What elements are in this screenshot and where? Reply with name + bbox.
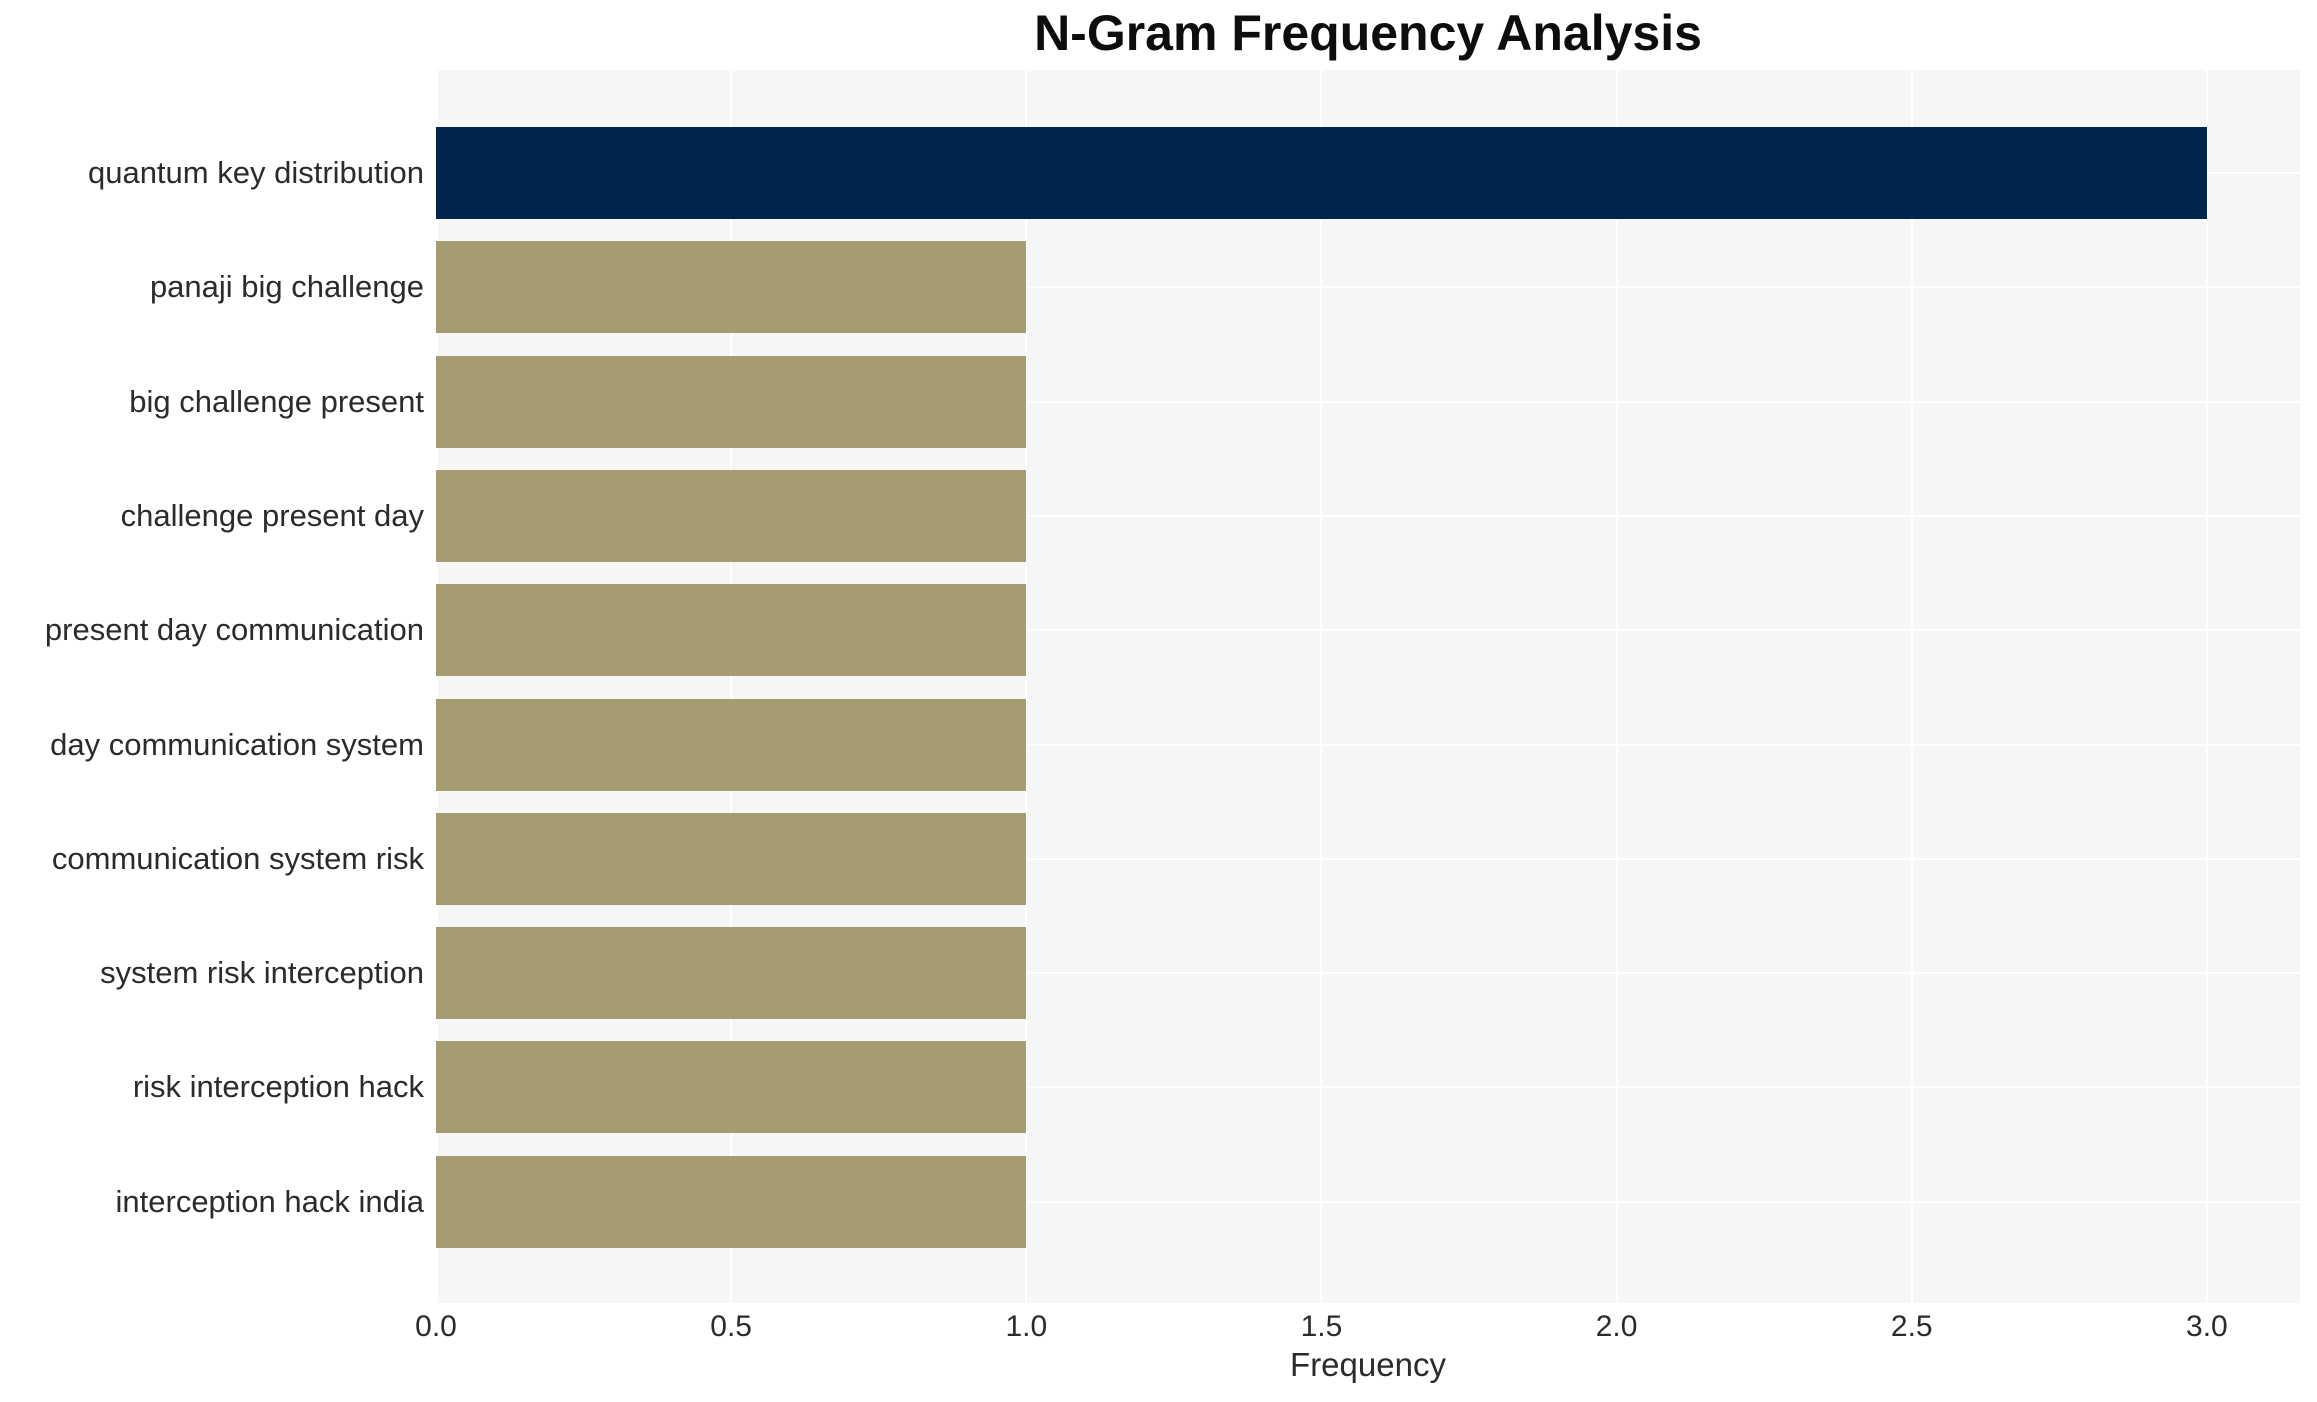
gridline-horizontal bbox=[436, 1200, 2300, 1203]
y-tick-label: communication system risk bbox=[51, 840, 424, 876]
y-tick-label: present day communication bbox=[44, 612, 424, 648]
bar-panaji-big-challenge bbox=[436, 241, 1027, 334]
plot-panel bbox=[436, 70, 2300, 1303]
y-tick-label: big challenge present bbox=[129, 383, 424, 419]
gridline-horizontal bbox=[436, 743, 2300, 746]
y-tick-label: system risk interception bbox=[100, 955, 424, 991]
bar-day-communication-system bbox=[436, 698, 1027, 791]
gridline-horizontal bbox=[436, 629, 2300, 632]
bar-risk-interception-hack bbox=[436, 1041, 1027, 1134]
gridline-horizontal bbox=[436, 972, 2300, 975]
y-tick-label: challenge present day bbox=[120, 497, 424, 533]
chart-title: N-Gram Frequency Analysis bbox=[1034, 5, 1702, 61]
gridline-horizontal bbox=[436, 514, 2300, 517]
gridline-vertical bbox=[1615, 70, 1618, 1303]
x-tick-label: 3.0 bbox=[2186, 1310, 2228, 1343]
x-tick-label: 0.0 bbox=[415, 1310, 457, 1343]
y-tick-label: panaji big challenge bbox=[149, 269, 424, 305]
bar-big-challenge-present bbox=[436, 355, 1027, 448]
bar-challenge-present-day bbox=[436, 469, 1027, 562]
gridline-horizontal bbox=[436, 857, 2300, 860]
bar-quantum-key-distribution bbox=[436, 127, 2207, 219]
gridline-vertical bbox=[1025, 70, 1028, 1303]
y-tick-label: day communication system bbox=[50, 726, 424, 762]
y-tick-label: quantum key distribution bbox=[87, 155, 424, 190]
gridline-horizontal bbox=[436, 1086, 2300, 1089]
gridline-vertical bbox=[730, 70, 733, 1303]
bar-interception-hack-india bbox=[436, 1155, 1027, 1248]
gridline-vertical bbox=[1910, 70, 1913, 1303]
bar-system-risk-interception bbox=[436, 927, 1027, 1020]
x-tick-label: 2.5 bbox=[1890, 1310, 1933, 1343]
y-tick-label: interception hack india bbox=[115, 1183, 424, 1219]
x-tick-label: 0.5 bbox=[710, 1310, 752, 1343]
gridline-horizontal bbox=[436, 400, 2300, 403]
y-tick-label: risk interception hack bbox=[132, 1069, 424, 1105]
x-tick-label: 2.0 bbox=[1595, 1310, 1638, 1343]
bar-communication-system-risk bbox=[436, 812, 1027, 905]
x-tick-label: 1.5 bbox=[1300, 1310, 1343, 1343]
x-tick-label: 1.0 bbox=[1005, 1310, 1048, 1343]
x-axis-title: Frequency bbox=[1290, 1346, 1446, 1383]
gridline-vertical bbox=[1320, 70, 1323, 1303]
gridline-horizontal bbox=[436, 286, 2300, 289]
bar-present-day-communication bbox=[436, 584, 1027, 677]
gridline-vertical bbox=[2205, 70, 2208, 1303]
gridline-vertical bbox=[436, 70, 438, 1303]
